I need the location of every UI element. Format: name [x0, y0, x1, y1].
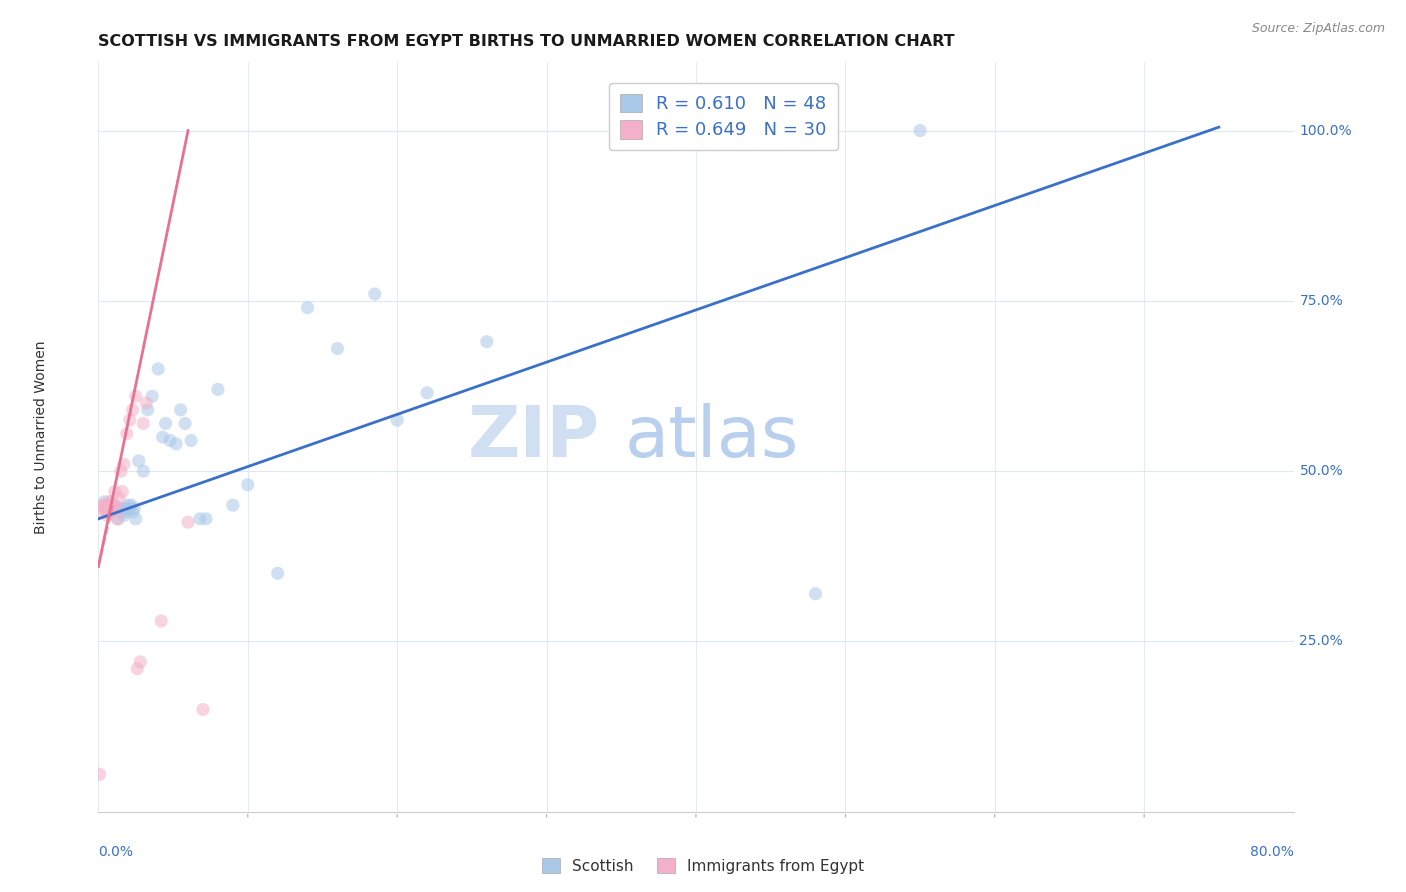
Text: 100.0%: 100.0% [1299, 124, 1353, 137]
Point [96, 508, 118, 523]
Point [169, 402, 191, 417]
Point [107, 512, 129, 526]
Text: SCOTTISH VS IMMIGRANTS FROM EGYPT BIRTHS TO UNMARRIED WOMEN CORRELATION CHART: SCOTTISH VS IMMIGRANTS FROM EGYPT BIRTHS… [98, 34, 955, 49]
Point [124, 501, 146, 516]
Point [416, 385, 439, 400]
Point [107, 512, 129, 526]
Point [804, 587, 827, 601]
Point [117, 498, 139, 512]
Point [111, 501, 134, 516]
Point [89, 767, 111, 781]
Point [104, 498, 127, 512]
Point [103, 501, 125, 516]
Point [385, 413, 409, 427]
Point [103, 498, 125, 512]
Point [155, 417, 177, 431]
Point [125, 389, 148, 403]
Point [150, 614, 173, 628]
Point [125, 512, 148, 526]
Point [655, 123, 678, 137]
Point [152, 430, 174, 444]
Point [127, 662, 149, 676]
Point [112, 508, 135, 523]
Point [267, 566, 290, 581]
Point [188, 512, 211, 526]
Point [129, 655, 152, 669]
Point [141, 389, 163, 403]
Point [148, 362, 170, 376]
Text: Source: ZipAtlas.com: Source: ZipAtlas.com [1251, 22, 1385, 36]
Point [93, 495, 115, 509]
Point [108, 501, 131, 516]
Point [90, 505, 112, 519]
Point [128, 454, 150, 468]
Point [177, 515, 200, 529]
Point [97, 495, 120, 509]
Point [120, 498, 142, 512]
Point [118, 413, 141, 427]
Point [108, 491, 131, 506]
Point [98, 498, 122, 512]
Point [118, 501, 141, 516]
Point [195, 512, 218, 526]
Point [136, 402, 159, 417]
Text: 50.0%: 50.0% [1299, 464, 1343, 478]
Point [98, 505, 122, 519]
Point [101, 505, 124, 519]
Point [97, 505, 120, 519]
Point [121, 402, 143, 417]
Point [110, 505, 132, 519]
Point [96, 501, 118, 516]
Point [364, 287, 387, 301]
Point [135, 396, 157, 410]
Text: 25.0%: 25.0% [1299, 634, 1343, 648]
Point [115, 426, 138, 441]
Point [112, 458, 135, 472]
Text: 0.0%: 0.0% [98, 846, 134, 859]
Text: Births to Unmarried Women: Births to Unmarried Women [34, 341, 48, 533]
Point [105, 501, 128, 516]
Point [207, 383, 229, 397]
Point [93, 498, 115, 512]
Point [105, 501, 128, 516]
Point [159, 434, 181, 448]
Point [475, 334, 498, 349]
Text: 75.0%: 75.0% [1299, 293, 1343, 308]
Point [97, 498, 120, 512]
Point [101, 495, 124, 509]
Text: 80.0%: 80.0% [1250, 846, 1294, 859]
Text: atlas: atlas [624, 402, 799, 472]
Point [111, 484, 134, 499]
Text: ZIP: ZIP [468, 402, 600, 472]
Point [222, 498, 245, 512]
Point [236, 477, 259, 491]
Point [94, 501, 117, 516]
Point [114, 501, 136, 516]
Point [165, 437, 187, 451]
Point [121, 505, 143, 519]
Point [174, 417, 197, 431]
Point [132, 417, 155, 431]
Legend: Scottish, Immigrants from Egypt: Scottish, Immigrants from Egypt [536, 852, 870, 880]
Point [93, 501, 115, 516]
Point [326, 342, 349, 356]
Point [908, 123, 931, 137]
Point [104, 484, 127, 499]
Point [180, 434, 202, 448]
Point [132, 464, 155, 478]
Point [297, 301, 319, 315]
Point [191, 702, 214, 716]
Point [91, 498, 114, 512]
Point [110, 464, 132, 478]
Legend: R = 0.610   N = 48, R = 0.649   N = 30: R = 0.610 N = 48, R = 0.649 N = 30 [609, 83, 838, 150]
Point [115, 505, 138, 519]
